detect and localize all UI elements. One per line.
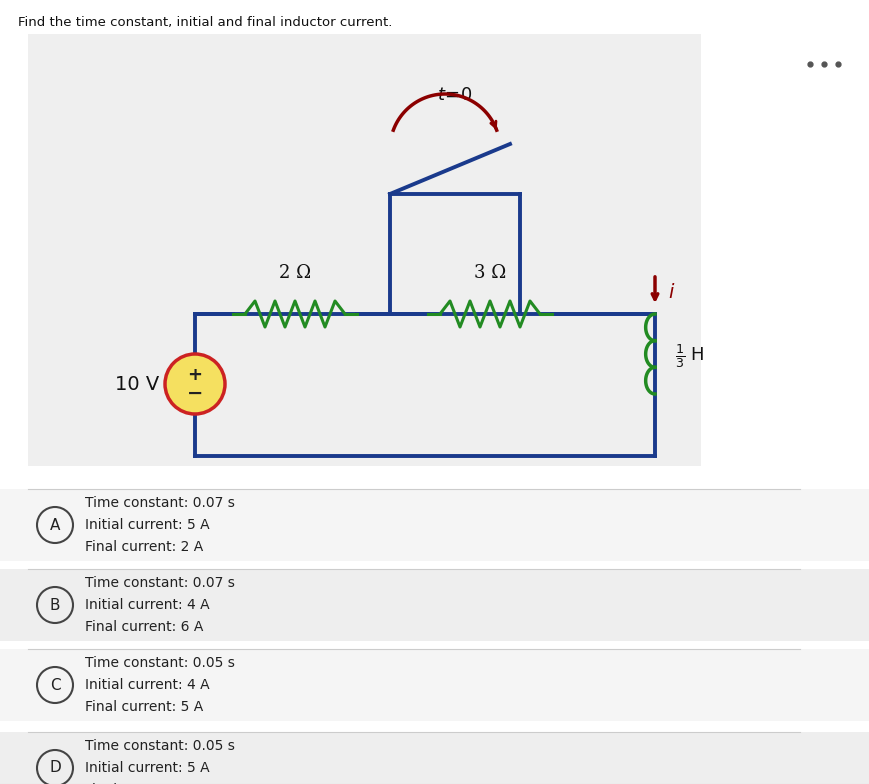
Text: Initial current: 5 A: Initial current: 5 A <box>85 518 209 532</box>
Text: −: − <box>187 383 203 402</box>
Text: Final current: 6 A: Final current: 6 A <box>85 783 203 784</box>
Text: D: D <box>49 760 61 775</box>
Text: Final current: 2 A: Final current: 2 A <box>85 540 203 554</box>
Text: Time constant: 0.07 s: Time constant: 0.07 s <box>85 576 235 590</box>
Text: 3 Ω: 3 Ω <box>474 264 506 282</box>
Text: Final current: 5 A: Final current: 5 A <box>85 700 203 714</box>
Text: $i$: $i$ <box>667 282 674 302</box>
Text: 10 V: 10 V <box>115 375 159 394</box>
Text: Final current: 6 A: Final current: 6 A <box>85 620 203 634</box>
Text: Time constant: 0.07 s: Time constant: 0.07 s <box>85 496 235 510</box>
FancyBboxPatch shape <box>0 732 869 784</box>
Text: Initial current: 5 A: Initial current: 5 A <box>85 761 209 775</box>
Text: Time constant: 0.05 s: Time constant: 0.05 s <box>85 739 235 753</box>
Text: Initial current: 4 A: Initial current: 4 A <box>85 598 209 612</box>
FancyBboxPatch shape <box>0 569 869 641</box>
FancyBboxPatch shape <box>0 489 869 561</box>
Text: 2 Ω: 2 Ω <box>279 264 311 282</box>
Text: A: A <box>50 517 60 532</box>
Text: +: + <box>188 366 202 384</box>
FancyBboxPatch shape <box>0 649 869 721</box>
Text: $\frac{1}{3}$ H: $\frac{1}{3}$ H <box>674 342 704 370</box>
Text: Time constant: 0.05 s: Time constant: 0.05 s <box>85 656 235 670</box>
Text: B: B <box>50 597 60 612</box>
Text: Find the time constant, initial and final inductor current.: Find the time constant, initial and fina… <box>18 16 392 29</box>
Text: C: C <box>50 677 60 692</box>
Text: Initial current: 4 A: Initial current: 4 A <box>85 678 209 692</box>
Circle shape <box>165 354 225 414</box>
FancyBboxPatch shape <box>28 34 700 466</box>
Text: $t\!=\!0$: $t\!=\!0$ <box>437 86 472 104</box>
